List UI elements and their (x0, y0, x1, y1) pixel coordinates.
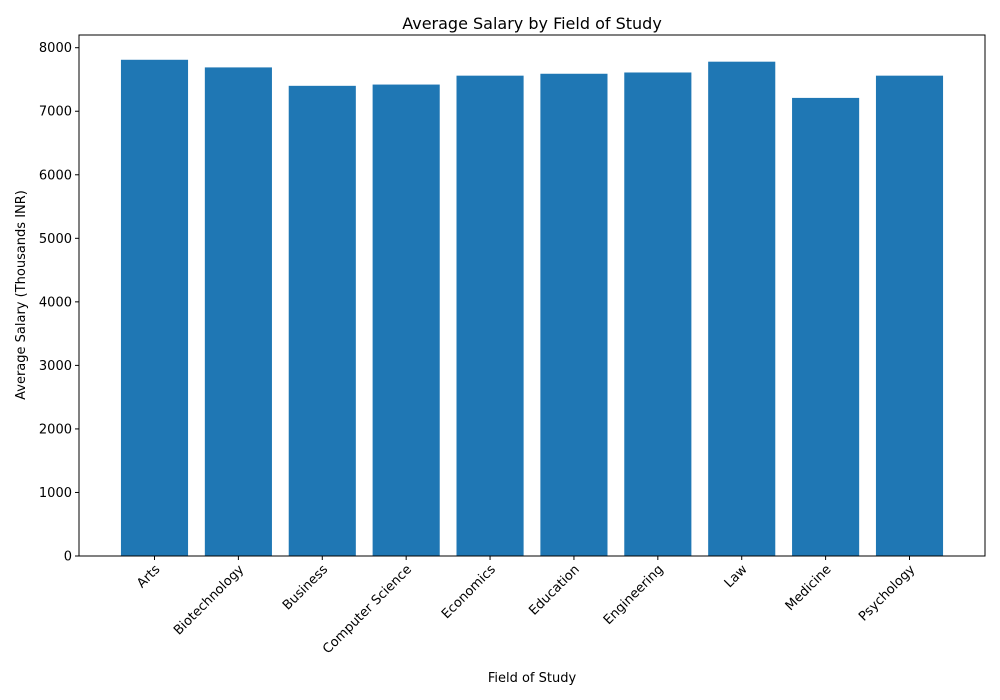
x-tick-label: Medicine (783, 562, 835, 614)
y-tick-label: 0 (64, 550, 72, 565)
plot-frame (78, 34, 986, 557)
bar-business (288, 85, 356, 556)
bar-medicine (792, 97, 860, 557)
x-tick-label: Computer Science (320, 562, 415, 657)
x-tick-label: Biotechnology (171, 562, 247, 638)
bar-law (708, 61, 776, 557)
bar-arts (120, 59, 189, 556)
y-tick-label: 1000 (39, 486, 72, 501)
y-tick-label: 5000 (39, 232, 72, 247)
x-tick-label: Arts (134, 562, 163, 591)
chart-title: Average Salary by Field of Study (402, 14, 662, 33)
y-tick-label: 7000 (39, 105, 72, 120)
bar-computer-science (372, 84, 440, 556)
bar-psychology (875, 75, 944, 556)
bar-economics (456, 75, 524, 556)
x-tick-label: Business (280, 562, 331, 613)
x-tick-label: Economics (439, 562, 499, 622)
y-tick-label: 2000 (39, 422, 72, 437)
y-tick-label: 3000 (39, 359, 72, 374)
bar-group (120, 59, 944, 557)
bar-biotechnology (204, 67, 272, 556)
y-tick-label: 6000 (39, 168, 72, 183)
y-axis-ticks: 0 1000 2000 3000 4000 5000 6000 7000 8000 (39, 41, 79, 565)
x-tick-label: Engineering (601, 562, 667, 628)
bar-education (540, 73, 608, 556)
x-tick-label: Law (722, 562, 751, 591)
x-tick-label: Psychology (856, 562, 918, 624)
y-tick-label: 4000 (39, 295, 72, 310)
y-axis-label: Average Salary (Thousands INR) (14, 190, 29, 400)
bar-engineering (624, 72, 692, 557)
x-axis-label: Field of Study (488, 671, 577, 686)
y-tick-label: 8000 (39, 41, 72, 56)
x-tick-label: Education (526, 562, 582, 618)
